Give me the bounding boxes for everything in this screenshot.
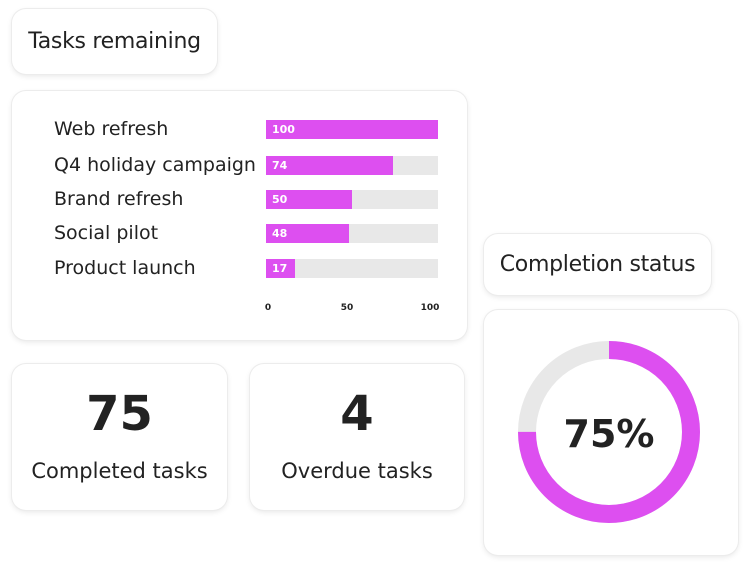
bar-value-label: 50 (272, 193, 288, 206)
bar: 17 (266, 259, 296, 278)
bar-category-label: Brand refresh (54, 188, 184, 210)
completion-status-title: Completion status (499, 252, 696, 277)
donut-fill (518, 341, 700, 523)
bar-track: 74 (266, 156, 438, 175)
x-axis-tick-label: 0 (264, 303, 272, 313)
tasks-remaining-title-card: Tasks remaining (12, 9, 217, 74)
bar-track: 17 (266, 259, 438, 278)
bar: 50 (266, 190, 352, 209)
bar-value-label: 17 (272, 262, 288, 275)
donut-chart: 75% (518, 341, 700, 523)
bar: 100 (266, 120, 438, 139)
bar-category-label: Q4 holiday campaign (54, 154, 256, 176)
bar-value-label: 100 (272, 123, 295, 136)
completion-status-title-card: Completion status (484, 234, 711, 295)
tasks-remaining-chart-card: Web refresh 100 Q4 holiday campaign 74 Brand… (12, 91, 467, 340)
bar-category-label: Web refresh (54, 118, 169, 140)
bar-track: 100 (266, 120, 438, 139)
tasks-remaining-title: Tasks remaining (28, 29, 201, 54)
donut-percent-label: 75% (564, 412, 655, 456)
bar-category-label: Social pilot (54, 222, 159, 244)
bar-category-label: Product launch (54, 257, 196, 279)
completed-tasks-card: 75 Completed tasks (12, 364, 227, 510)
completed-tasks-value: 75 (86, 386, 153, 442)
overdue-tasks-card: 4 Overdue tasks (250, 364, 464, 510)
x-axis-tick-label: 100 (420, 303, 440, 313)
x-axis-tick-label: 50 (340, 303, 354, 313)
bar-value-label: 74 (272, 159, 288, 172)
completed-tasks-label: Completed tasks (31, 459, 208, 483)
bar-value-label: 48 (272, 227, 288, 240)
overdue-tasks-label: Overdue tasks (281, 459, 433, 483)
bar: 74 (266, 156, 394, 175)
completion-status-card: 75% (484, 310, 738, 555)
bar: 48 (266, 224, 349, 243)
bar-track: 48 (266, 224, 438, 243)
overdue-tasks-value: 4 (340, 386, 374, 442)
bar-track: 50 (266, 190, 438, 209)
